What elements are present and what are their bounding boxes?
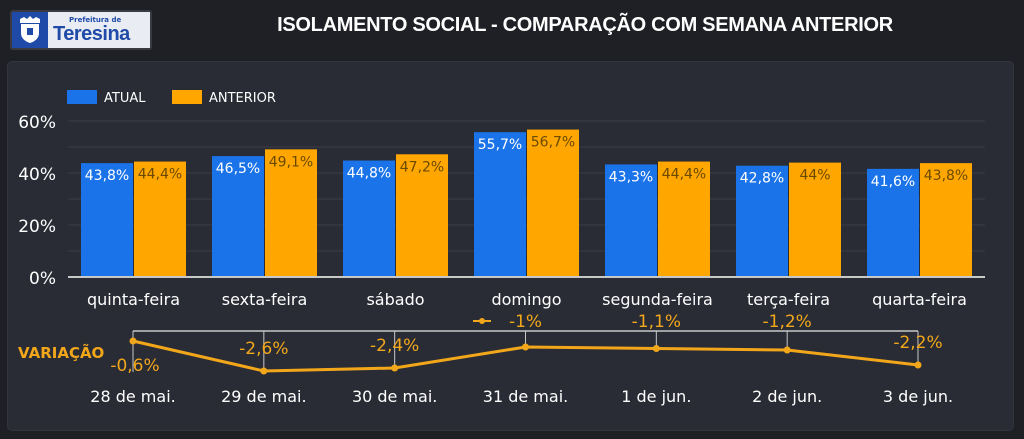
variation-value-label: -1,1%: [632, 312, 681, 332]
category-label: quinta-feira: [87, 290, 180, 309]
bar-value-label: 46,5%: [216, 161, 260, 177]
y-tick-label: 0%: [29, 269, 56, 289]
bar-atual-3: [474, 132, 526, 277]
variation-value-label: -2,2%: [893, 333, 942, 353]
bar-anterior-1: [265, 149, 317, 277]
bar-value-label: 43,8%: [85, 168, 129, 184]
variation-series-label: VARIAÇÃO: [18, 343, 104, 362]
bar-value-label: 44%: [799, 168, 830, 184]
date-label: 3 de jun.: [883, 387, 953, 406]
legend-swatch-anterior: [172, 90, 202, 104]
variation-value-label: -0,6%: [110, 356, 159, 376]
bar-atual-2: [343, 160, 395, 277]
date-label: 2 de jun.: [752, 387, 822, 406]
y-tick-label: 20%: [18, 217, 56, 237]
variation-value-label: -2,4%: [370, 336, 419, 356]
date-label: 30 de mai.: [352, 387, 437, 406]
category-label: domingo: [491, 290, 561, 309]
variation-point: [914, 361, 922, 369]
variation-value-label: -1,2%: [763, 312, 812, 332]
bar-value-labels: 43,8% 44,4% 46,5% 49,1% 44,8% 47,2% 55,7% 56,7%…: [85, 135, 968, 190]
date-label: 28 de mai.: [90, 387, 175, 406]
variation-point: [783, 346, 791, 354]
legend-label-anterior: ANTERIOR: [209, 91, 276, 106]
bar-anterior-2: [396, 154, 448, 277]
y-tick-label: 40%: [18, 165, 56, 185]
bar-anterior-6: [920, 163, 972, 277]
variation-legend-marker: [473, 318, 491, 324]
bar-anterior-3: [527, 129, 579, 277]
bar-value-label: 55,7%: [478, 137, 522, 153]
variation-point: [129, 337, 137, 345]
date-label: 1 de jun.: [621, 387, 691, 406]
bar-anterior-4: [658, 161, 710, 277]
variation-point: [652, 345, 660, 352]
variation-value-labels: -0,6% -2,6% -2,4% -1% -1,1% -1,2% -2,2%: [110, 312, 942, 376]
category-labels: quinta-feira sexta-feira sábado domingo segu…: [87, 290, 967, 309]
bar-value-label: 43,3%: [609, 169, 653, 185]
gridlines: [68, 120, 985, 252]
bar-atual-6: [867, 168, 919, 277]
bars: [81, 129, 972, 277]
bar-atual-4: [605, 164, 657, 277]
bar-atual-1: [212, 156, 264, 277]
bar-anterior-0: [134, 161, 186, 277]
bar-value-label: 44,4%: [138, 167, 182, 183]
legend-label-atual: ATUAL: [104, 91, 146, 106]
variation-point: [522, 343, 529, 351]
variation-value-label: -1%: [509, 312, 542, 332]
category-label: terça-feira: [747, 290, 830, 309]
variation-point: [391, 364, 399, 372]
date-label: 29 de mai.: [221, 387, 306, 406]
bar-value-label: 47,2%: [400, 159, 444, 175]
bar-atual-5: [736, 165, 788, 277]
logo-subtitle: Prefeitura de: [69, 16, 122, 24]
bar-value-label: 44,8%: [347, 166, 391, 182]
category-label: sexta-feira: [222, 290, 308, 309]
category-label: sábado: [366, 290, 424, 309]
chart-legend: ATUAL ANTERIOR: [67, 90, 276, 106]
bar-value-label: 42,8%: [740, 171, 784, 187]
y-tick-label: 60%: [18, 113, 56, 133]
page-title: ISOLAMENTO SOCIAL - COMPARAÇÃO COM SEMAN…: [277, 14, 893, 36]
category-label: quarta-feira: [872, 290, 967, 309]
variation-point: [260, 367, 268, 375]
bar-value-label: 44,4%: [662, 167, 706, 183]
bar-atual-0: [81, 163, 133, 277]
bar-value-label: 49,1%: [269, 154, 313, 170]
bar-value-label: 43,8%: [924, 168, 968, 184]
variation-points: [129, 337, 922, 375]
bar-value-label: 56,7%: [531, 135, 575, 151]
coat-of-arms-icon: [12, 12, 48, 48]
legend-swatch-atual: [67, 90, 97, 104]
bar-value-label: 41,6%: [871, 174, 915, 190]
bar-anterior-5: [789, 162, 841, 277]
date-label: 31 de mai.: [483, 387, 568, 406]
logo-city-name: Teresina: [53, 23, 130, 45]
y-axis-ticks: 0% 20% 40% 60%: [18, 113, 56, 289]
variation-value-label: -2,6%: [239, 339, 288, 359]
prefeitura-logo: Prefeitura de Teresina: [10, 10, 152, 50]
date-labels: 28 de mai. 29 de mai. 30 de mai. 31 de mai.…: [90, 387, 953, 406]
category-label: segunda-feira: [602, 290, 713, 309]
